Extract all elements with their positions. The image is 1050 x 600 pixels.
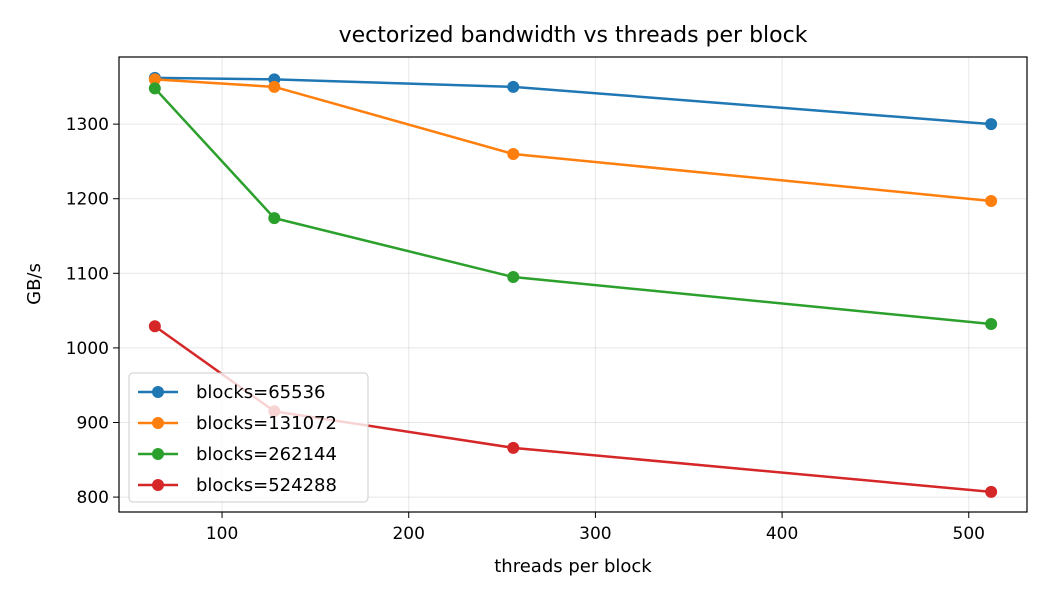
y-axis-label: GB/s xyxy=(24,263,45,305)
legend: blocks=65536 blocks=131072 blocks=262144 bl… xyxy=(128,372,369,503)
x-axis-ticks: 100 200 300 400 500 xyxy=(206,512,985,544)
data-point xyxy=(148,82,161,95)
series-line xyxy=(153,87,992,326)
series-line xyxy=(154,76,992,126)
legend-label: blocks=262144 xyxy=(196,444,337,465)
data-point xyxy=(985,485,998,498)
series-group xyxy=(148,71,998,498)
legend-marker xyxy=(152,479,164,491)
x-axis-label: threads per block xyxy=(494,556,652,577)
data-point xyxy=(268,212,281,225)
x-tick-label: 400 xyxy=(766,524,798,544)
series-line xyxy=(154,325,992,494)
y-tick-label: 1200 xyxy=(66,190,109,210)
data-point xyxy=(507,147,520,160)
data-point xyxy=(985,118,998,131)
legend-marker xyxy=(152,448,164,460)
data-point xyxy=(148,73,161,86)
y-tick-label: 1300 xyxy=(66,115,109,135)
data-point xyxy=(268,80,281,93)
x-tick-label: 500 xyxy=(953,524,985,544)
legend-label: blocks=131072 xyxy=(196,413,337,434)
y-tick-label: 900 xyxy=(77,413,109,433)
x-tick-label: 300 xyxy=(579,524,611,544)
data-point xyxy=(507,271,520,284)
x-tick-label: 200 xyxy=(392,524,424,544)
legend-label: blocks=524288 xyxy=(196,475,337,496)
y-tick-label: 1100 xyxy=(66,264,109,284)
y-tick-label: 800 xyxy=(77,488,109,508)
legend-marker xyxy=(152,386,164,398)
plot-frame xyxy=(118,56,1028,513)
y-tick-label: 1000 xyxy=(66,339,109,359)
data-point xyxy=(507,80,520,93)
data-point xyxy=(507,441,520,454)
chart-title: vectorized bandwidth vs threads per bloc… xyxy=(339,23,808,48)
legend-box xyxy=(128,372,369,503)
series-blocks-65536 xyxy=(148,71,998,131)
legend-label: blocks=65536 xyxy=(196,382,325,403)
data-point xyxy=(985,318,998,331)
series-line xyxy=(154,78,992,203)
legend-marker xyxy=(152,417,164,429)
data-point xyxy=(148,320,161,333)
series-blocks-131072 xyxy=(148,73,998,207)
data-point xyxy=(985,194,998,207)
y-axis-ticks: 800 900 1000 1100 1200 1300 xyxy=(66,115,119,508)
series-blocks-262144 xyxy=(148,82,998,331)
x-tick-label: 100 xyxy=(206,524,238,544)
